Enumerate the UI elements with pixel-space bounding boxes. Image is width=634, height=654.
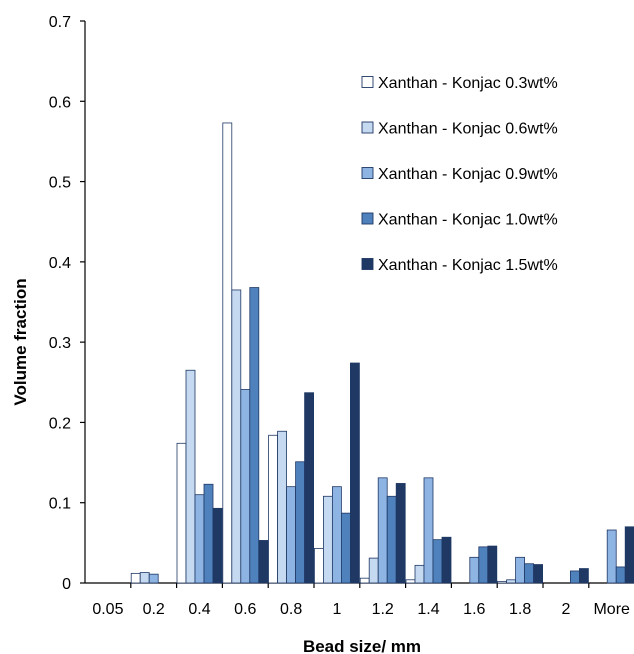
y-tick-label: 0.5 xyxy=(49,175,71,192)
bar xyxy=(405,579,416,584)
y-tick-label: 0 xyxy=(62,576,71,593)
x-tick-labels: 0.05 0.2 0.4 0.6 0.8 1 1.2 1.4 1.6 1.8 2 More xyxy=(92,601,630,618)
bars-group xyxy=(130,122,634,584)
y-tick-label: 0.7 xyxy=(49,14,71,31)
bar xyxy=(249,287,260,584)
bar xyxy=(515,556,525,584)
bar xyxy=(359,577,370,584)
x-tick-label: 0.4 xyxy=(188,601,210,618)
legend-label: Xanthan - Konjac 0.6wt% xyxy=(378,121,558,138)
y-tick-label: 0.3 xyxy=(49,335,71,352)
bar xyxy=(340,512,351,584)
y-tick-label: 0.6 xyxy=(49,94,71,111)
x-tick-label: 1 xyxy=(332,601,341,618)
bar xyxy=(240,389,251,584)
legend-label: Xanthan - Konjac 0.3wt% xyxy=(378,75,558,92)
legend-swatch xyxy=(361,76,374,88)
legend-label: Xanthan - Konjac 1.5wt% xyxy=(378,257,558,274)
bar xyxy=(506,579,517,584)
bar xyxy=(469,556,480,584)
bar xyxy=(148,573,159,584)
legend: Xanthan - Konjac 0.3wt% Xanthan - Konjac … xyxy=(361,75,558,274)
bar xyxy=(322,495,333,584)
bar xyxy=(295,461,306,584)
x-tick-label: 1.6 xyxy=(463,601,485,618)
legend-swatch xyxy=(361,167,374,179)
bar xyxy=(258,540,269,584)
bar xyxy=(231,289,242,584)
legend-swatch xyxy=(361,258,374,270)
bar xyxy=(487,545,498,584)
x-tick-label: 1.8 xyxy=(509,601,531,618)
bar xyxy=(349,362,360,584)
bar xyxy=(277,430,288,584)
legend-swatch xyxy=(361,212,374,225)
legend-swatch xyxy=(361,121,374,134)
bar xyxy=(368,557,379,584)
y-tick-label: 0.2 xyxy=(49,415,71,432)
bar xyxy=(386,495,397,584)
bar xyxy=(423,477,434,584)
bar xyxy=(176,442,187,584)
bar xyxy=(441,536,452,584)
bar xyxy=(130,572,141,584)
bar xyxy=(286,486,297,584)
y-tick-label: 0.4 xyxy=(49,255,71,272)
x-tick-label: 0.6 xyxy=(234,601,256,618)
bar xyxy=(570,570,580,584)
bar xyxy=(331,486,342,584)
bar xyxy=(203,483,214,584)
x-tick-label: 1.4 xyxy=(417,601,439,618)
bar xyxy=(313,548,324,584)
bar xyxy=(139,572,150,584)
bar xyxy=(414,564,425,584)
x-tick-label: 0.2 xyxy=(143,601,165,618)
x-tick-label: 2 xyxy=(561,601,570,618)
x-tick-label: 0.8 xyxy=(280,601,302,618)
bar xyxy=(624,526,634,584)
y-tick-label: 0.1 xyxy=(49,496,71,513)
bar xyxy=(497,580,508,584)
bar xyxy=(579,568,589,584)
bar xyxy=(194,494,205,584)
bar xyxy=(304,392,315,584)
y-axis-label: Volume fraction xyxy=(11,278,30,405)
bar xyxy=(606,529,617,584)
bar xyxy=(212,507,223,584)
x-tick-label: 1.2 xyxy=(372,601,394,618)
x-axis-label: Bead size/ mm xyxy=(303,637,421,654)
x-tick-label: 0.05 xyxy=(92,601,123,618)
bar xyxy=(432,539,443,584)
x-tick-label: More xyxy=(593,601,630,618)
bar xyxy=(524,563,534,584)
bar xyxy=(377,477,388,584)
legend-label: Xanthan - Konjac 0.9wt% xyxy=(378,166,558,183)
bar xyxy=(268,434,279,584)
bar xyxy=(478,546,489,584)
y-tick-labels: 0 0.1 0.2 0.3 0.4 0.5 0.6 0.7 xyxy=(49,14,71,593)
legend-label: Xanthan - Konjac 1.0wt% xyxy=(378,212,558,229)
bar xyxy=(222,122,233,584)
bar xyxy=(533,564,543,584)
bar xyxy=(615,566,626,584)
bar xyxy=(185,369,196,584)
bar xyxy=(395,483,406,584)
